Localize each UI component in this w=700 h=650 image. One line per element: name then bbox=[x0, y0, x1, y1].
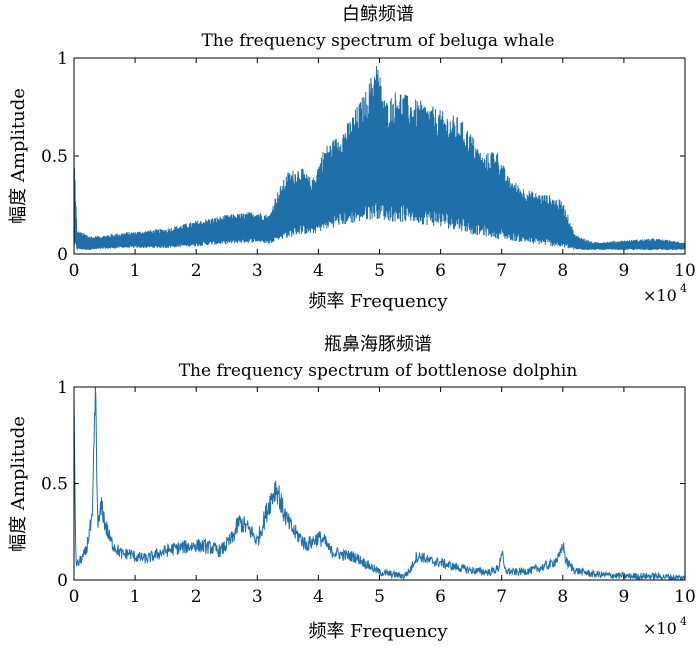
y-tick-label: 0.5 bbox=[41, 475, 68, 495]
y-tick-label: 1 bbox=[57, 378, 68, 398]
x-tick-label: 7 bbox=[496, 587, 507, 607]
y-tick-label: 0.5 bbox=[41, 147, 68, 167]
x-tick-label: 10 bbox=[674, 261, 696, 281]
panel-dolphin: 瓶鼻海豚频谱 The frequency spectrum of bottlen… bbox=[8, 334, 696, 642]
y-tick-label: 0 bbox=[57, 245, 68, 265]
x-tick-label: 5 bbox=[374, 261, 385, 281]
x-tick-label: 5 bbox=[374, 587, 385, 607]
x-ticks: 0 1 2 3 4 5 6 7 8 9 10 bbox=[69, 387, 696, 607]
x-tick-label: 9 bbox=[618, 587, 629, 607]
x-tick-label: 3 bbox=[252, 261, 263, 281]
plot-frame bbox=[73, 386, 686, 581]
x-axis-label: 频率 Frequency bbox=[308, 621, 448, 642]
x-tick-label: 4 bbox=[313, 587, 324, 607]
chart-title-cn: 瓶鼻海豚频谱 bbox=[324, 334, 432, 355]
x-tick-label: 8 bbox=[557, 261, 568, 281]
x-tick-label: 1 bbox=[130, 261, 141, 281]
y-axis-label: 幅度 Amplitude bbox=[8, 416, 29, 552]
panel-beluga: 白鲸频谱 The frequency spectrum of beluga wh… bbox=[8, 4, 696, 312]
x-tick-label: 6 bbox=[435, 261, 446, 281]
x-tick-label: 1 bbox=[130, 587, 141, 607]
y-tick-label: 0 bbox=[57, 571, 68, 591]
plot-frame bbox=[73, 57, 686, 255]
x-axis-label: 频率 Frequency bbox=[308, 291, 448, 312]
x-tick-label: 0 bbox=[69, 587, 80, 607]
x-tick-label: 2 bbox=[191, 261, 202, 281]
series-line-dolphin bbox=[73, 386, 686, 582]
series-group bbox=[73, 65, 686, 251]
x-tick-label: 7 bbox=[496, 261, 507, 281]
x-exponent-power: 4 bbox=[680, 282, 687, 295]
x-tick-label: 4 bbox=[313, 261, 324, 281]
x-tick-label: 10 bbox=[674, 587, 696, 607]
x-exponent: ×10 bbox=[643, 286, 677, 305]
x-ticks: 0 1 2 3 4 5 6 7 8 9 10 bbox=[69, 58, 696, 281]
chart-title-cn: 白鲸频谱 bbox=[342, 4, 414, 25]
chart-title: The frequency spectrum of beluga whale bbox=[201, 31, 554, 51]
x-tick-label: 6 bbox=[435, 587, 446, 607]
y-axis-label: 幅度 Amplitude bbox=[8, 88, 29, 224]
x-exponent: ×10 bbox=[643, 619, 677, 638]
x-tick-label: 9 bbox=[618, 261, 629, 281]
chart-title: The frequency spectrum of bottlenose dol… bbox=[179, 361, 578, 381]
x-tick-label: 8 bbox=[557, 587, 568, 607]
x-exponent-power: 4 bbox=[680, 615, 687, 628]
series-group bbox=[73, 386, 686, 582]
x-tick-label: 3 bbox=[252, 587, 263, 607]
x-tick-label: 0 bbox=[69, 261, 80, 281]
series-line-beluga bbox=[73, 65, 686, 251]
x-tick-label: 2 bbox=[191, 587, 202, 607]
y-tick-label: 1 bbox=[57, 49, 68, 69]
